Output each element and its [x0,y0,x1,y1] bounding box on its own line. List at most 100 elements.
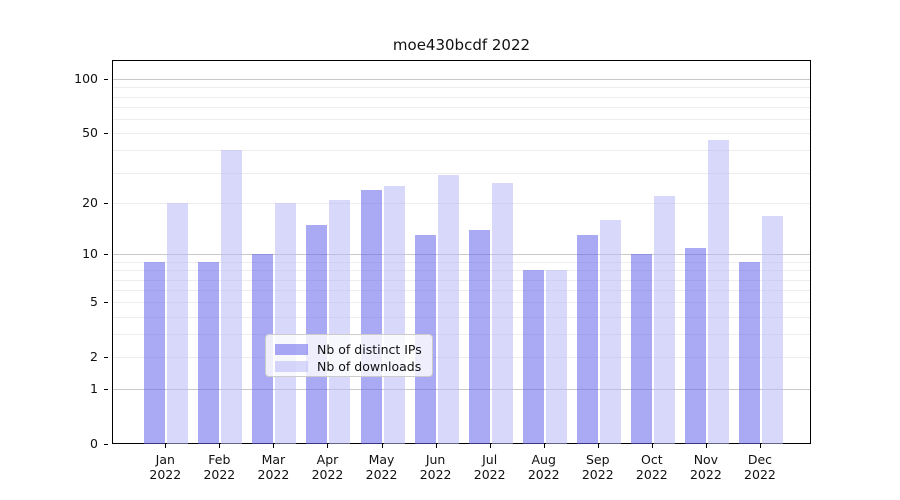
bar-distinct-ips [522,270,544,444]
legend-swatch [275,360,308,372]
bar-downloads [707,139,729,444]
bar-downloads [221,150,243,444]
legend-label: Nb of distinct IPs [317,341,422,357]
gridline-minor [113,96,810,98]
bar-downloads [545,270,567,444]
x-tick-mark [489,444,491,448]
bar-downloads [167,203,189,444]
x-tick-mark [651,444,653,448]
y-tick-label: 5 [90,294,98,310]
bar-distinct-ips [198,262,220,444]
gridline-minor [113,203,810,205]
y-tick-mark [104,388,108,390]
bar-downloads [329,199,351,444]
gridline-minor [113,279,810,281]
y-tick-mark [104,301,108,303]
gridline-minor [113,270,810,272]
bar-downloads [491,183,513,444]
x-tick-month: Jan [155,452,175,467]
chart-title: moe430bcdf 2022 [392,36,531,54]
y-tick-label: 0 [90,436,98,451]
x-tick-mark [327,444,329,448]
bar-downloads [437,175,459,444]
x-tick-month: Oct [641,452,663,467]
x-tick-label: Jun 2022 [404,452,468,482]
x-tick-label: Jul 2022 [458,452,522,482]
bar-downloads [599,220,621,444]
x-tick-mark [381,444,383,448]
x-tick-label: Feb 2022 [187,452,251,482]
x-tick-month: Nov [693,452,719,467]
x-tick-label: Sep 2022 [566,452,630,482]
gridline-major [113,254,810,256]
gridline-minor [113,316,810,318]
x-tick-year: 2022 [149,467,182,482]
y-axis-tick-labels: 0 1 2 5 10 20 50 100 [0,60,108,451]
y-tick-label: 2 [90,349,98,365]
bar-distinct-ips [468,229,490,444]
y-tick-label: 10 [82,246,98,262]
x-tick-year: 2022 [473,467,506,482]
x-tick-year: 2022 [689,467,722,482]
x-tick-year: 2022 [581,467,614,482]
x-tick-label: Apr 2022 [295,452,359,482]
gridline-minor [113,302,810,304]
x-tick-mark [597,444,599,448]
bar-downloads [653,196,675,444]
gridline-minor [113,262,810,263]
y-tick-mark [104,202,108,204]
legend-row: Nb of downloads [275,358,424,374]
x-tick-label: Nov 2022 [674,452,738,482]
gridline-minor [113,290,810,292]
x-tick-mark [273,444,275,448]
y-tick-label: 50 [82,125,98,141]
x-tick-mark [759,444,761,448]
y-tick-label: 100 [74,71,98,87]
x-tick-label: Mar 2022 [241,452,305,482]
gridline-minor [113,133,810,135]
gridline-minor [113,334,810,336]
y-tick-mark [104,356,108,358]
x-tick-label: May 2022 [350,452,414,482]
bar-distinct-ips [684,247,706,444]
bar-distinct-ips [738,262,760,444]
bar-distinct-ips [630,254,652,444]
x-tick-year: 2022 [744,467,776,482]
x-tick-mark [165,444,167,448]
plot-area [112,60,811,444]
bar-distinct-ips [252,254,274,444]
x-tick-mark [543,444,545,448]
x-tick-mark [219,444,221,448]
bar-downloads [383,186,405,444]
x-tick-label: Jan 2022 [133,452,197,482]
x-tick-month: Aug [531,452,556,467]
gridline-major [113,79,810,81]
x-tick-year: 2022 [203,467,236,482]
legend: Nb of distinct IPs Nb of downloads [265,334,433,377]
bar-downloads [275,203,297,444]
x-tick-year: 2022 [635,467,668,482]
legend-row: Nb of distinct IPs [275,341,424,357]
x-tick-label: Aug 2022 [512,452,576,482]
legend-swatch [275,343,308,355]
gridline-minor [113,357,810,359]
x-tick-month: Jun [425,452,446,467]
x-tick-year: 2022 [365,467,398,482]
x-axis-tick-labels: Jan 2022 Feb 2022 Mar 2022 Apr 2022 May 2022 Jun 20… [112,444,811,494]
gridline-minor [113,119,810,121]
x-tick-month: Mar [261,452,286,467]
x-tick-month: Sep [585,452,610,467]
bar-distinct-ips [576,235,598,444]
x-tick-month: May [368,452,395,467]
y-tick-mark [104,132,108,134]
legend-label: Nb of downloads [317,358,422,374]
bar-distinct-ips [360,189,382,444]
x-tick-year: 2022 [527,467,560,482]
gridline-major [113,389,810,391]
gridline-minor [113,150,810,152]
bar-downloads [761,215,783,444]
gridline-minor [113,172,810,174]
x-tick-mark [705,444,707,448]
x-tick-month: Jul [482,452,498,467]
